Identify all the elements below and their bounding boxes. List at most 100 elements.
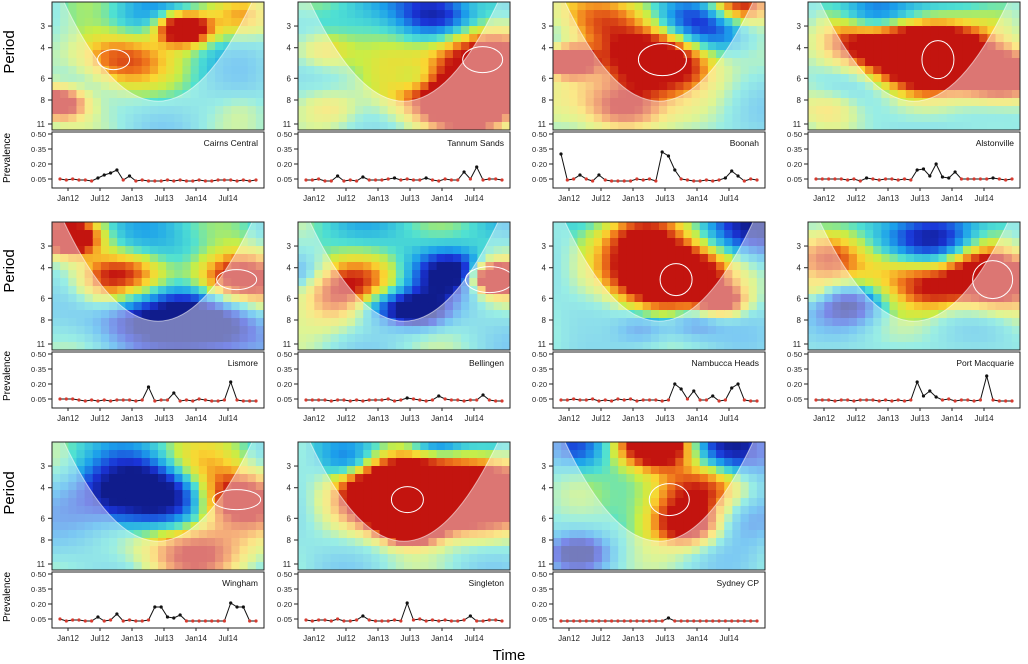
heatmap-cell <box>100 498 110 507</box>
heatmap-cell <box>76 490 86 499</box>
heatmap-cell <box>298 58 307 67</box>
heatmap-cell <box>346 2 356 11</box>
heatmap-cell <box>856 90 866 99</box>
heatmap-cell <box>338 270 348 279</box>
heatmap-cell <box>452 90 462 99</box>
prevalence-point <box>191 619 195 623</box>
heatmap-cell <box>76 90 86 99</box>
heatmap-cell <box>330 18 340 27</box>
heatmap-cell <box>346 302 356 311</box>
heatmap-cell <box>461 458 470 467</box>
site-label: Bellingen <box>469 358 504 368</box>
heatmap-cell <box>239 498 249 507</box>
heatmap-cell <box>158 42 167 51</box>
heatmap-cell <box>444 506 454 515</box>
heatmap-cell <box>577 106 587 115</box>
heatmap-cell <box>816 246 825 255</box>
prevalence-tick-label: 0·35 <box>277 585 292 594</box>
heatmap-cell <box>1011 34 1020 43</box>
heatmap-cell <box>1011 326 1020 335</box>
heatmap-cell <box>306 498 315 507</box>
heatmap-cell <box>553 474 562 483</box>
heatmap-cell <box>338 490 348 499</box>
heatmap-cell <box>832 98 842 107</box>
heatmap-cell <box>428 554 438 563</box>
heatmap-cell <box>109 458 118 467</box>
heatmap-cell <box>930 122 940 130</box>
prevalence-point <box>210 619 214 623</box>
heatmap-cell <box>469 490 478 499</box>
heatmap-cell <box>452 254 462 263</box>
heatmap-cell <box>420 450 430 459</box>
heatmap-cell <box>379 318 389 327</box>
heatmap-cell <box>461 114 470 123</box>
heatmap-cell <box>897 270 907 279</box>
heatmap-cell <box>133 254 143 263</box>
heatmap-cell <box>461 506 470 515</box>
heatmap-cell <box>642 286 652 295</box>
heatmap-cell <box>477 474 487 483</box>
heatmap-cell <box>371 522 381 531</box>
heatmap-cell <box>1003 318 1013 327</box>
heatmap-cell <box>593 286 603 295</box>
heatmap-cell <box>485 318 495 327</box>
heatmap-cell <box>493 498 503 507</box>
heatmap-cell <box>946 26 956 35</box>
cone-of-influence-line <box>564 2 754 102</box>
heatmap-cell <box>174 50 184 59</box>
heatmap-cell <box>428 482 438 491</box>
prevalence-tick-label: 0·50 <box>277 570 292 579</box>
heatmap-cell <box>979 222 988 231</box>
heatmap-cell <box>756 74 765 83</box>
heatmap-cell <box>239 466 249 475</box>
cone-of-influence-shade <box>298 2 510 130</box>
heatmap-cell <box>634 18 644 27</box>
heatmap-cell <box>314 318 324 327</box>
heatmap-cell <box>371 294 381 303</box>
heatmap-cell <box>995 262 1005 271</box>
heatmap-cell <box>190 262 200 271</box>
heatmap-cell <box>650 270 660 279</box>
heatmap-cell <box>865 302 874 311</box>
heatmap-cell <box>971 34 980 43</box>
heatmap-cell <box>298 278 307 287</box>
heatmap-cell <box>971 74 980 83</box>
heatmap-cell <box>371 114 381 123</box>
heatmap-cell <box>461 474 470 483</box>
heatmap-frame <box>297 1 511 131</box>
heatmap-cell <box>452 466 462 475</box>
heatmap-cell <box>469 442 478 451</box>
heatmap-cell <box>1003 254 1013 263</box>
heatmap-cell <box>618 114 627 123</box>
period-tick-label: 6 <box>287 294 292 303</box>
heatmap-cell <box>190 326 200 335</box>
prevalence-point <box>437 179 441 183</box>
heatmap-cell <box>141 114 151 123</box>
prevalence-point <box>896 398 900 402</box>
heatmap-cell <box>659 2 668 11</box>
heatmap-cell <box>626 326 636 335</box>
heatmap-cell <box>469 474 478 483</box>
prevalence-point <box>635 399 639 403</box>
heatmap-cell <box>306 318 315 327</box>
heatmap-cell <box>577 18 587 27</box>
heatmap-cell <box>166 286 175 295</box>
heatmap-cell <box>971 98 980 107</box>
heatmap-cell <box>117 74 126 83</box>
heatmap-cell <box>634 278 644 287</box>
prevalence-point <box>622 398 626 402</box>
prevalence-point <box>833 399 837 403</box>
heatmap-cell <box>255 222 264 231</box>
heatmap-cell <box>158 442 167 451</box>
heatmap-cell <box>76 474 86 483</box>
heatmap-cell <box>239 514 249 523</box>
heatmap-frame <box>552 1 766 131</box>
heatmap-cell <box>158 546 167 555</box>
heatmap-cell <box>166 294 175 303</box>
heatmap-cell <box>756 82 765 91</box>
heatmap-cell <box>610 90 619 99</box>
heatmap-cell <box>60 2 69 11</box>
heatmap-cell <box>1011 122 1020 130</box>
heatmap-cell <box>493 482 503 491</box>
